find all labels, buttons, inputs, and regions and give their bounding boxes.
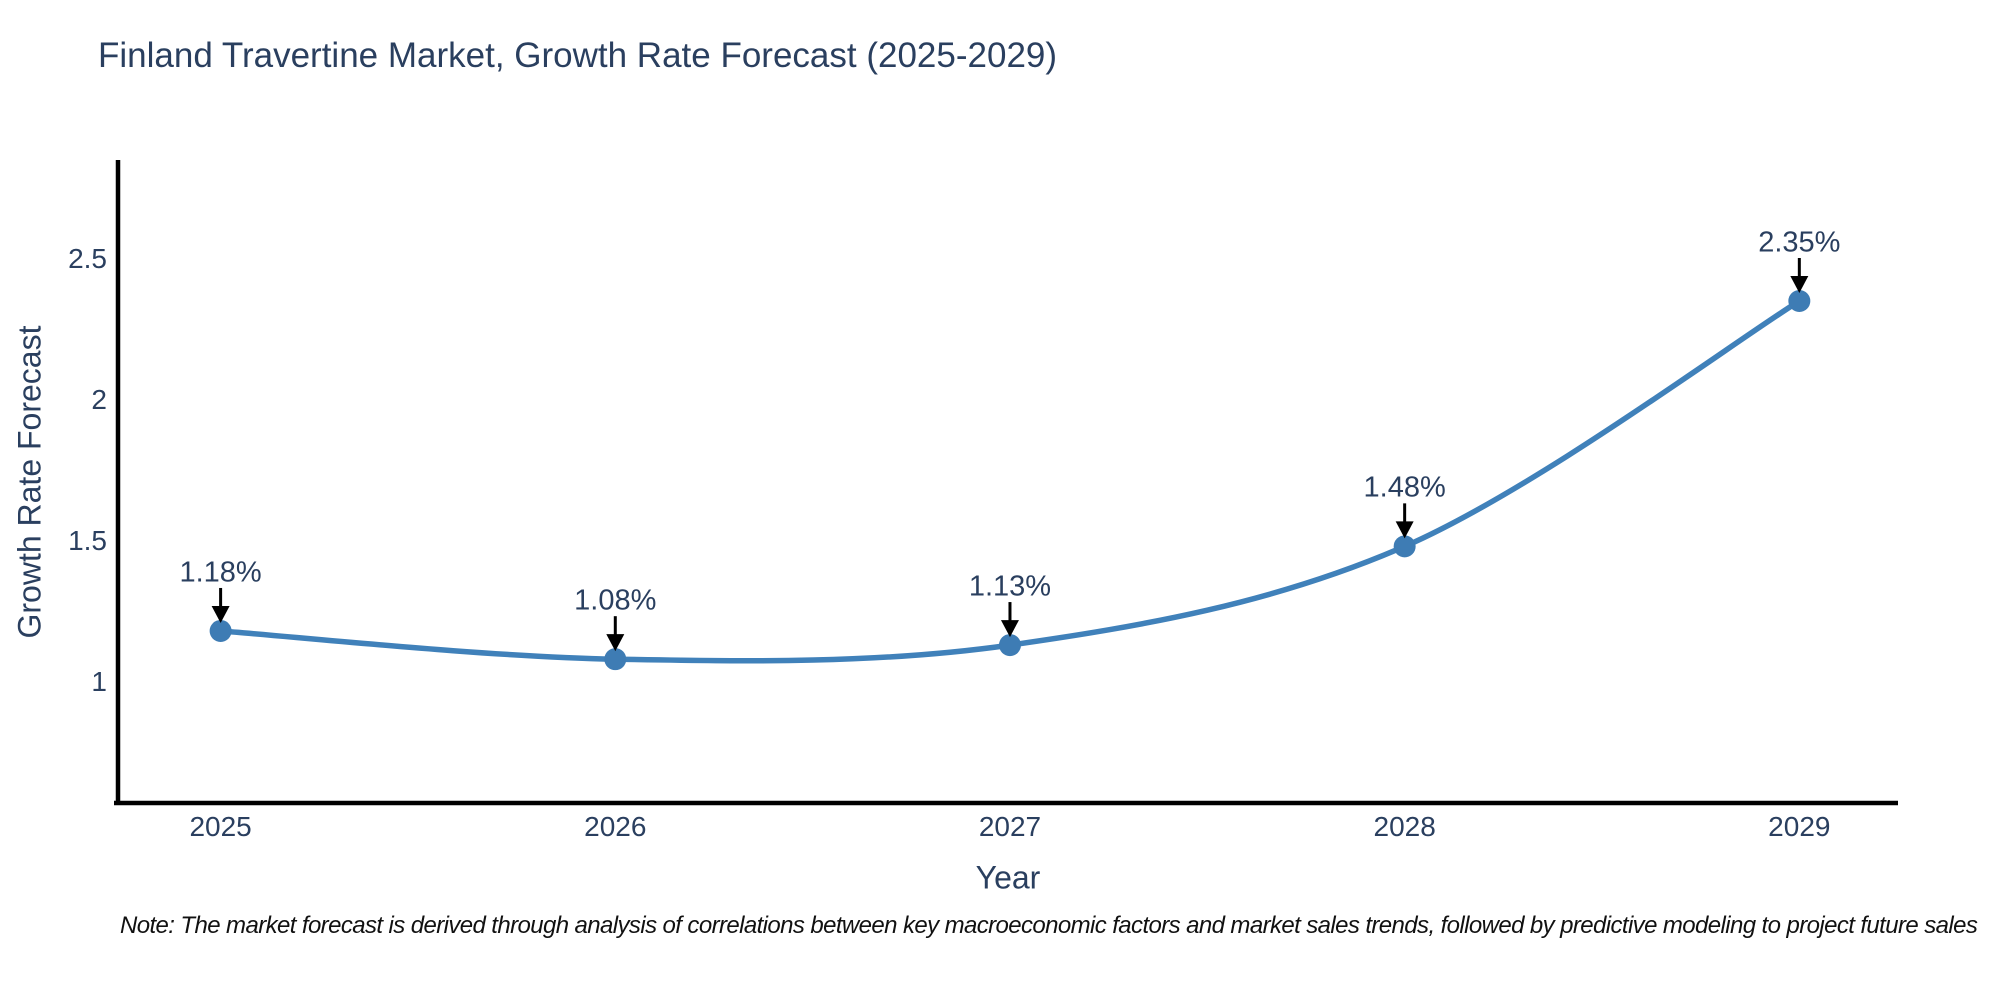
- data-point-marker: [604, 648, 627, 671]
- point-value-label: 2.35%: [1758, 226, 1841, 259]
- y-tick-label: 2.5: [68, 242, 107, 274]
- data-point-marker: [998, 634, 1021, 657]
- x-axis-label: Year: [975, 859, 1041, 896]
- x-tick-label: 2026: [584, 811, 647, 842]
- annotation-arrow-head: [1000, 620, 1019, 638]
- y-axis-label: Growth Rate Forecast: [11, 325, 48, 639]
- x-tick-label: 2027: [978, 811, 1042, 842]
- footnote: Note: The market forecast is derived thr…: [120, 912, 1978, 939]
- annotation-arrow-head: [606, 634, 625, 652]
- x-tick-label: 2025: [189, 811, 252, 842]
- y-tick-label: 1.5: [68, 524, 107, 556]
- y-tick-label: 1: [91, 665, 107, 697]
- x-tick-label: 2029: [1768, 811, 1831, 842]
- point-value-label: 1.18%: [179, 556, 262, 589]
- point-value-label: 1.48%: [1363, 471, 1446, 504]
- annotation-arrow-head: [1790, 276, 1809, 294]
- data-point-marker: [1393, 535, 1416, 558]
- annotation-arrow-head: [211, 605, 230, 623]
- point-value-label: 1.08%: [574, 584, 657, 617]
- x-tick-label: 2028: [1373, 811, 1436, 842]
- y-tick-label: 2: [91, 383, 107, 415]
- point-value-label: 1.13%: [968, 570, 1052, 603]
- chart-title: Finland Travertine Market, Growth Rate F…: [98, 36, 1058, 75]
- annotation-arrow-head: [1395, 521, 1414, 539]
- data-point-marker: [1788, 290, 1811, 313]
- data-point-marker: [209, 619, 232, 642]
